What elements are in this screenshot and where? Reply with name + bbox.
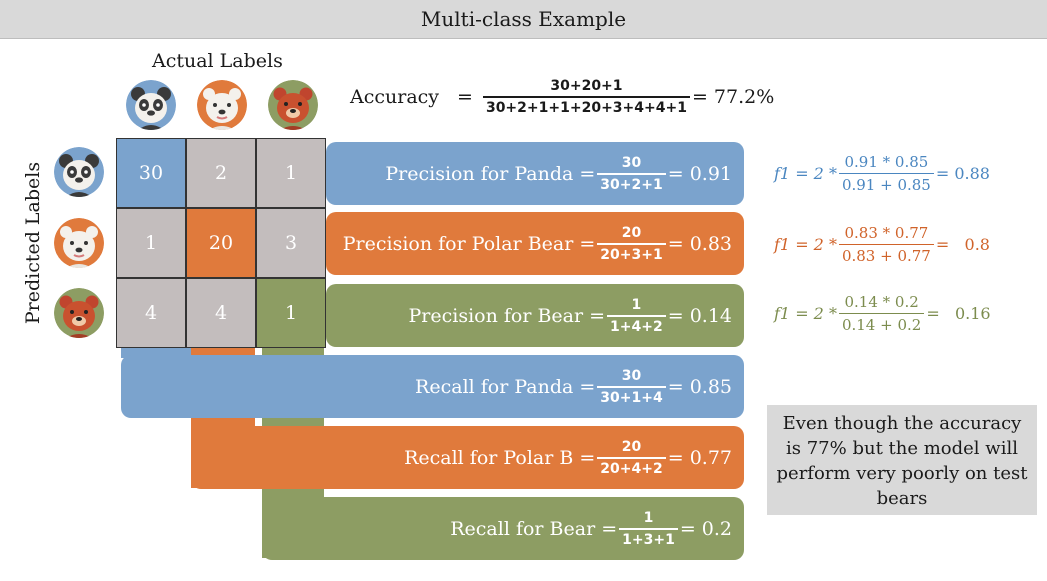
- precision-polar-label: Precision for Polar Bear =: [342, 232, 596, 255]
- recall-panda-result: = 0.85: [667, 375, 732, 398]
- matrix-cell: 4: [186, 278, 256, 348]
- precision-bear-label: Precision for Bear =: [408, 304, 606, 327]
- recall-polar-band: Recall for Polar B = 20 20+4+2 = 0.77: [191, 426, 744, 489]
- accuracy-formula: Accuracy = 30+20+1 30+2+1+1+20+3+4+4+1 =…: [350, 72, 774, 122]
- recall-polar-label: Recall for Polar B =: [404, 446, 596, 469]
- recall-panda-label: Recall for Panda =: [415, 375, 596, 398]
- f1-bear-denominator: 0.14 + 0.2: [838, 312, 925, 334]
- recall-bear-result: = 0.2: [679, 517, 732, 540]
- f1-polar-result: = 0.8: [935, 234, 990, 254]
- accuracy-label: Accuracy: [350, 86, 440, 108]
- note-box: Even though the accuracy is 77% but the …: [767, 405, 1037, 515]
- accuracy-equals: =: [457, 86, 473, 108]
- f1-bear-formula: f1 = 2 * 0.14 * 0.2 0.14 + 0.2 = 0.16: [774, 288, 991, 338]
- brown-bear-avatar-icon: [54, 288, 104, 338]
- recall-bear-denominator: 1+3+1: [619, 527, 678, 548]
- precision-bear-band: Precision for Bear = 1 1+4+2 = 0.14: [326, 284, 744, 347]
- f1-panda-numerator: 0.91 * 0.85: [844, 152, 929, 171]
- f1-polar-denominator: 0.83 + 0.77: [838, 243, 934, 265]
- f1-bear-prefix: f1 = 2 *: [774, 303, 837, 323]
- matrix-cell: 30: [116, 138, 186, 208]
- brown-bear-avatar-icon: [268, 80, 318, 130]
- slide-title: Multi-class Example: [0, 0, 1047, 39]
- matrix-cell: 2: [186, 138, 256, 208]
- f1-panda-result: = 0.88: [935, 163, 990, 183]
- matrix-cell: 3: [256, 208, 326, 278]
- precision-polar-band: Precision for Polar Bear = 20 20+3+1 = 0.…: [326, 212, 744, 275]
- precision-bear-denominator: 1+4+2: [607, 314, 666, 335]
- accuracy-denominator: 30+2+1+1+20+3+4+4+1: [482, 96, 690, 116]
- precision-panda-band: Precision for Panda = 30 30+2+1 = 0.91: [326, 142, 744, 205]
- precision-panda-numerator: 30: [621, 154, 642, 171]
- panda-avatar-icon: [126, 80, 176, 130]
- predicted-labels-heading: Predicted Labels: [22, 161, 44, 325]
- precision-panda-label: Precision for Panda =: [385, 162, 596, 185]
- polar-bear-avatar-icon: [197, 80, 247, 130]
- f1-polar-numerator: 0.83 * 0.77: [844, 223, 929, 242]
- panda-avatar-icon: [54, 147, 104, 197]
- precision-polar-denominator: 20+3+1: [597, 242, 666, 263]
- actual-labels-heading: Actual Labels: [152, 50, 283, 72]
- matrix-cell: 1: [256, 278, 326, 348]
- f1-bear-numerator: 0.14 * 0.2: [844, 292, 919, 311]
- recall-bear-numerator: 1: [643, 509, 654, 526]
- matrix-cell: 1: [256, 138, 326, 208]
- f1-bear-result: = 0.16: [926, 303, 991, 323]
- recall-panda-band: Recall for Panda = 30 30+1+4 = 0.85: [121, 355, 744, 418]
- f1-panda-formula: f1 = 2 * 0.91 * 0.85 0.91 + 0.85 = 0.88: [774, 148, 990, 198]
- precision-panda-result: = 0.91: [667, 162, 732, 185]
- matrix-cell: 4: [116, 278, 186, 348]
- precision-bear-result: = 0.14: [667, 304, 732, 327]
- matrix-cell: 20: [186, 208, 256, 278]
- accuracy-numerator: 30+20+1: [550, 78, 623, 94]
- recall-polar-numerator: 20: [621, 438, 642, 455]
- f1-polar-prefix: f1 = 2 *: [774, 234, 837, 254]
- f1-panda-prefix: f1 = 2 *: [774, 163, 837, 183]
- matrix-cell: 1: [116, 208, 186, 278]
- recall-panda-denominator: 30+1+4: [597, 385, 666, 406]
- precision-polar-result: = 0.83: [667, 232, 732, 255]
- precision-bear-numerator: 1: [631, 296, 642, 313]
- precision-polar-numerator: 20: [621, 224, 642, 241]
- accuracy-result: = 77.2%: [691, 86, 775, 108]
- precision-panda-denominator: 30+2+1: [597, 172, 666, 193]
- recall-bear-band: Recall for Bear = 1 1+3+1 = 0.2: [262, 497, 744, 560]
- polar-bear-avatar-icon: [54, 218, 104, 268]
- recall-polar-denominator: 20+4+2: [597, 456, 666, 477]
- recall-polar-result: = 0.77: [667, 446, 732, 469]
- recall-panda-numerator: 30: [621, 367, 642, 384]
- recall-bear-label: Recall for Bear =: [450, 517, 618, 540]
- f1-panda-denominator: 0.91 + 0.85: [838, 172, 934, 194]
- confusion-matrix: 30 2 1 1 20 3 4 4 1: [116, 138, 328, 350]
- f1-polar-formula: f1 = 2 * 0.83 * 0.77 0.83 + 0.77 = 0.8: [774, 219, 990, 269]
